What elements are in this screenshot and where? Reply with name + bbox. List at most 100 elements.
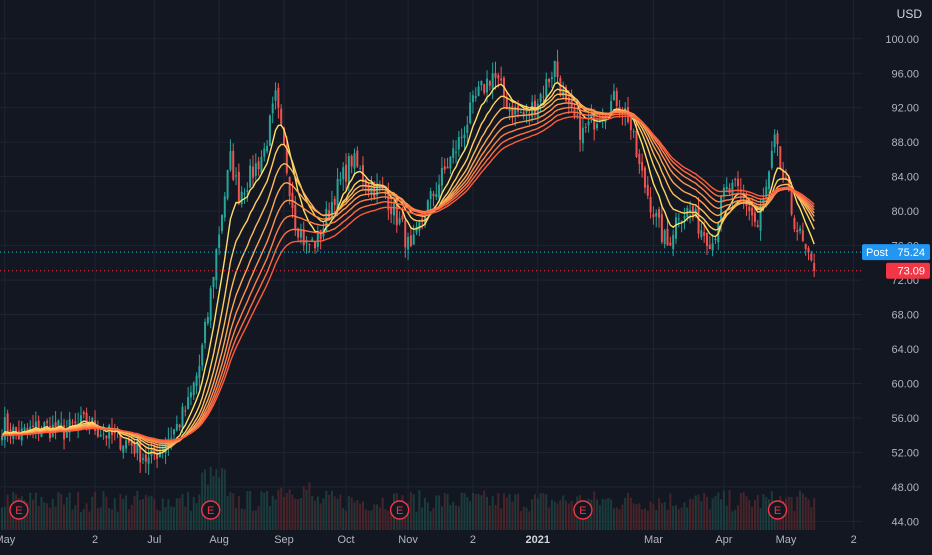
volume-bar	[127, 509, 130, 530]
volume-bar	[813, 498, 816, 530]
candle-body	[632, 131, 635, 133]
candle-body	[156, 454, 159, 459]
candle-body	[579, 112, 582, 140]
volume-bar	[643, 508, 646, 530]
volume-bar	[627, 492, 630, 530]
candle-body	[201, 344, 204, 366]
candle	[54, 411, 57, 440]
candle-body	[15, 427, 18, 433]
candle-body	[130, 440, 133, 446]
candle-body	[139, 441, 142, 463]
post-price-badge: Post 75.24	[862, 244, 930, 261]
volume-bar	[170, 506, 173, 530]
volume-bar	[466, 497, 469, 530]
candle	[440, 157, 443, 194]
candle-body	[37, 420, 40, 434]
candle-body	[122, 445, 125, 453]
volume-bar	[593, 491, 596, 530]
candle	[311, 236, 314, 242]
price-tick-label: 68.00	[891, 310, 919, 322]
candle-body	[799, 228, 802, 231]
candle	[683, 207, 686, 230]
time-axis[interactable]: May 2 Jul Aug Sep Oct Nov 2 2021 Mar Apr May 2	[0, 530, 932, 550]
candle	[643, 165, 646, 194]
candle	[271, 96, 274, 124]
candle-body	[192, 382, 195, 396]
volume-bar	[635, 504, 638, 530]
volume-bar	[226, 496, 229, 530]
candle-body	[457, 137, 460, 150]
volume-bar	[494, 504, 497, 530]
volume-bar	[658, 498, 661, 530]
candle	[581, 117, 584, 152]
volume-bar	[158, 511, 161, 530]
candle-body	[314, 241, 317, 249]
candle-body	[443, 166, 446, 170]
volume-bar	[536, 498, 539, 530]
candle	[212, 276, 215, 299]
candle-body	[356, 150, 359, 167]
candle-body	[251, 166, 254, 178]
candle-body	[652, 214, 655, 218]
volume-bar	[415, 511, 418, 530]
candle	[139, 434, 142, 474]
volume-bar	[429, 511, 432, 530]
candle	[215, 248, 218, 289]
candle-body	[415, 226, 418, 233]
candle-body	[612, 91, 615, 101]
volume-bar	[708, 509, 711, 530]
volume-bar	[356, 500, 359, 530]
candle-body	[697, 206, 700, 234]
volume-bar	[435, 495, 438, 530]
candle	[776, 130, 779, 156]
price-axis[interactable]: 44.0048.0052.0056.0060.0064.0068.0072.00…	[862, 0, 932, 550]
candle-body	[663, 230, 666, 245]
volume-bar	[65, 496, 68, 530]
candle-body	[412, 234, 415, 245]
candle-body	[711, 243, 714, 251]
currency-label[interactable]: USD	[897, 7, 923, 21]
volume-bar	[119, 494, 122, 530]
volume-bar	[703, 492, 706, 530]
candle-body	[765, 186, 768, 198]
candle-body	[3, 417, 6, 440]
candle-body	[762, 198, 765, 208]
candle-body	[105, 435, 108, 439]
volume-bar	[297, 499, 300, 530]
volume-bar	[167, 499, 170, 530]
candle-body	[500, 78, 503, 81]
candle-body	[539, 93, 542, 102]
volume-bar	[218, 477, 221, 530]
candle	[652, 206, 655, 225]
candle-body	[409, 235, 412, 247]
candle-body	[235, 175, 238, 177]
candle-body	[460, 136, 463, 138]
candle-body	[170, 437, 173, 439]
candle-body	[71, 422, 74, 424]
time-tick-label: Jul	[147, 534, 161, 546]
volume-bar	[387, 510, 390, 530]
earnings-letter: E	[579, 505, 586, 517]
volume-bar	[43, 502, 46, 530]
volume-bar	[294, 498, 297, 530]
candle	[46, 418, 49, 427]
candle-body	[407, 237, 410, 250]
candle-body	[706, 232, 708, 246]
volume-bar	[260, 491, 263, 530]
volume-bar	[277, 489, 280, 530]
volume-bar	[449, 505, 452, 530]
candle-body	[703, 232, 706, 236]
volume-bar	[333, 496, 336, 530]
volume-bar	[71, 509, 74, 530]
candle-body	[268, 115, 271, 146]
candle	[725, 177, 728, 193]
volume-bar	[689, 498, 692, 530]
volume-bar	[133, 496, 136, 530]
volume-bar	[29, 492, 32, 530]
volume-bar	[519, 511, 522, 530]
volume-bar	[801, 493, 804, 530]
candle-body	[364, 179, 367, 188]
